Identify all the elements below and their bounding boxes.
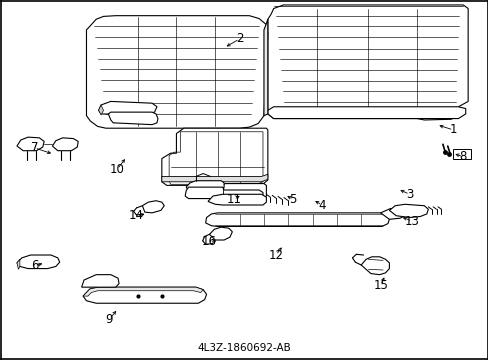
Polygon shape [205,213,388,226]
Polygon shape [52,138,78,151]
Text: 2: 2 [235,32,243,45]
Text: 5: 5 [289,193,296,206]
Polygon shape [83,287,206,303]
Text: 4L3Z-1860692-AB: 4L3Z-1860692-AB [197,343,291,353]
Text: 11: 11 [226,193,241,206]
Polygon shape [209,227,232,240]
Text: 3: 3 [406,188,413,201]
Polygon shape [185,187,263,201]
Text: 7: 7 [31,141,38,154]
Polygon shape [267,5,467,120]
Text: 8: 8 [459,150,466,163]
Text: 16: 16 [202,235,217,248]
Text: 9: 9 [105,313,113,326]
FancyBboxPatch shape [452,149,470,159]
Polygon shape [267,107,465,118]
Polygon shape [361,257,388,275]
Text: 10: 10 [109,163,124,176]
Text: 4: 4 [318,198,325,212]
Polygon shape [17,137,44,151]
Polygon shape [99,105,103,115]
Text: 6: 6 [31,259,38,272]
Polygon shape [17,255,60,269]
Polygon shape [99,102,157,115]
Text: 13: 13 [404,215,419,228]
Polygon shape [380,208,404,219]
Polygon shape [162,128,267,185]
Polygon shape [86,16,267,128]
Polygon shape [83,287,203,296]
Polygon shape [264,19,267,116]
Text: 12: 12 [268,248,283,261]
Polygon shape [108,112,158,125]
Polygon shape [388,204,427,217]
Polygon shape [186,181,224,191]
Text: 15: 15 [372,279,387,292]
Polygon shape [222,184,266,198]
Polygon shape [17,259,20,269]
Polygon shape [142,201,164,213]
Text: 14: 14 [129,209,144,222]
Text: 1: 1 [449,123,456,136]
Polygon shape [207,194,266,205]
Polygon shape [81,275,119,287]
Polygon shape [162,174,267,182]
